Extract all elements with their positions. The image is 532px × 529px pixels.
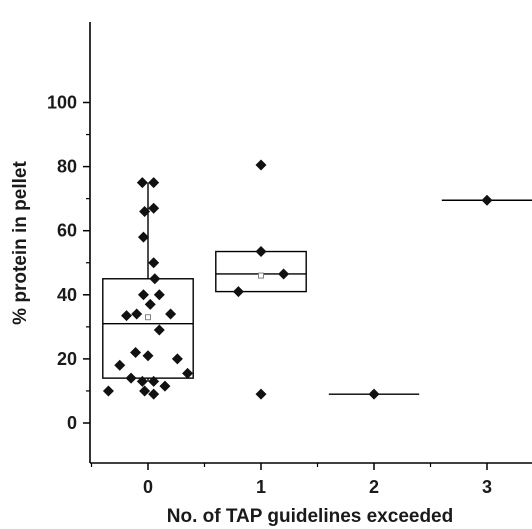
data-point bbox=[137, 231, 149, 243]
data-point bbox=[130, 346, 142, 358]
data-point bbox=[255, 159, 267, 171]
data-point bbox=[102, 385, 114, 397]
x-tick-label-1: 1 bbox=[256, 477, 266, 497]
data-point bbox=[148, 257, 160, 269]
x-tick-label-0: 0 bbox=[143, 477, 153, 497]
x-tick-label-3: 3 bbox=[482, 477, 492, 497]
y-tick-label-80: 80 bbox=[57, 157, 77, 177]
data-point bbox=[114, 359, 126, 371]
data-point bbox=[148, 202, 160, 214]
data-point bbox=[153, 324, 165, 336]
y-tick-label-0: 0 bbox=[67, 413, 77, 433]
data-point bbox=[137, 289, 149, 301]
x-tick-label-2: 2 bbox=[369, 477, 379, 497]
y-axis-title: % protein in pellet bbox=[10, 161, 31, 325]
data-point bbox=[165, 308, 177, 320]
data-point bbox=[149, 273, 161, 285]
data-point bbox=[255, 388, 267, 400]
y-axis: 0 20 40 60 80 100 bbox=[47, 22, 91, 463]
y-tick-label-60: 60 bbox=[57, 221, 77, 241]
y-tick-label-20: 20 bbox=[57, 349, 77, 369]
data-point bbox=[148, 388, 160, 400]
y-tick-label-40: 40 bbox=[57, 285, 77, 305]
data-point bbox=[148, 375, 160, 387]
data-point bbox=[278, 268, 290, 280]
data-point bbox=[144, 298, 156, 310]
data-point bbox=[121, 310, 133, 322]
data-point bbox=[139, 385, 151, 397]
box-0 bbox=[102, 278, 194, 379]
data-point bbox=[368, 388, 380, 400]
data-point bbox=[139, 205, 151, 217]
data-point bbox=[481, 194, 493, 206]
x-ticks: 0 1 2 3 bbox=[90, 463, 492, 497]
box-1 bbox=[215, 250, 307, 293]
y-ticks: 0 20 40 60 80 100 bbox=[47, 93, 90, 433]
data-point bbox=[182, 367, 194, 379]
data-point bbox=[142, 350, 154, 362]
data-point bbox=[148, 177, 160, 189]
mean-marker-1 bbox=[258, 272, 264, 279]
data-point bbox=[153, 289, 165, 301]
data-point bbox=[255, 246, 267, 258]
data-point bbox=[136, 177, 148, 189]
x-axis-title: No. of TAP guidelines exceeded bbox=[167, 506, 453, 527]
data-point bbox=[232, 286, 244, 298]
mean-marker-0 bbox=[145, 314, 151, 321]
y-tick-label-100: 100 bbox=[47, 93, 77, 113]
data-points bbox=[102, 159, 493, 400]
data-point bbox=[136, 375, 148, 387]
boxes bbox=[102, 182, 532, 395]
x-axis: 0 1 2 3 bbox=[90, 462, 532, 497]
data-point bbox=[131, 308, 143, 320]
data-point bbox=[171, 353, 183, 365]
data-point bbox=[125, 372, 137, 384]
data-point bbox=[159, 380, 171, 392]
